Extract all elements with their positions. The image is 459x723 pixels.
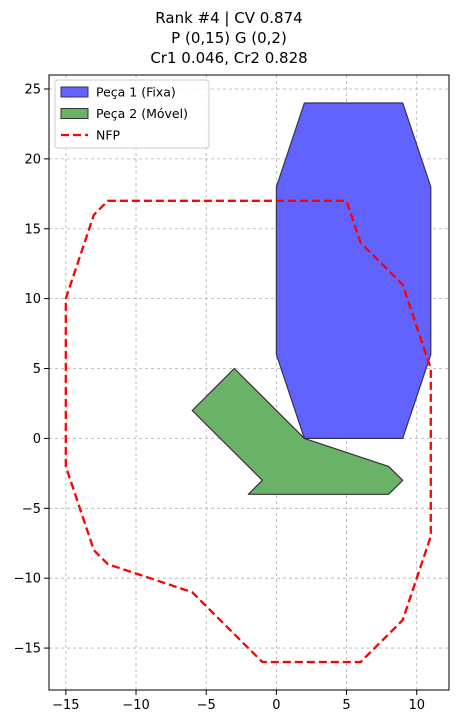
title-line-1: Rank #4 | CV 0.874 xyxy=(155,9,302,27)
title-line-3: Cr1 0.046, Cr2 0.828 xyxy=(150,49,307,67)
title-line-2: P (0,15) G (0,2) xyxy=(171,29,287,47)
legend-swatch xyxy=(61,87,88,97)
x-tick-label: 0 xyxy=(272,698,280,713)
y-tick-label: 10 xyxy=(24,292,41,307)
y-tick-label: 5 xyxy=(33,362,41,377)
y-tick-label: 0 xyxy=(33,432,41,447)
x-tick-label: 5 xyxy=(342,698,350,713)
x-tick-label: −5 xyxy=(197,698,216,713)
y-tick-label: 15 xyxy=(24,222,41,237)
legend-label: Peça 1 (Fixa) xyxy=(96,85,176,100)
y-tick-label: −10 xyxy=(14,572,41,587)
y-tick-label: −15 xyxy=(14,642,41,657)
legend: Peça 1 (Fixa) Peça 2 (Móvel) NFP xyxy=(55,80,209,148)
x-tick-label: −15 xyxy=(52,698,79,713)
legend-label: NFP xyxy=(96,128,121,143)
y-tick-label: −5 xyxy=(22,502,41,517)
y-tick-label: 20 xyxy=(24,152,41,167)
legend-label: Peça 2 (Móvel) xyxy=(96,106,188,121)
x-tick-label: −10 xyxy=(122,698,149,713)
y-tick-label: 25 xyxy=(24,82,41,97)
polygon-pe-a-1-fixa xyxy=(276,103,430,438)
x-tick-label: 10 xyxy=(408,698,425,713)
legend-swatch xyxy=(61,109,88,119)
chart-title: Rank #4 | CV 0.874 P (0,15) G (0,2) Cr1 … xyxy=(150,9,307,67)
